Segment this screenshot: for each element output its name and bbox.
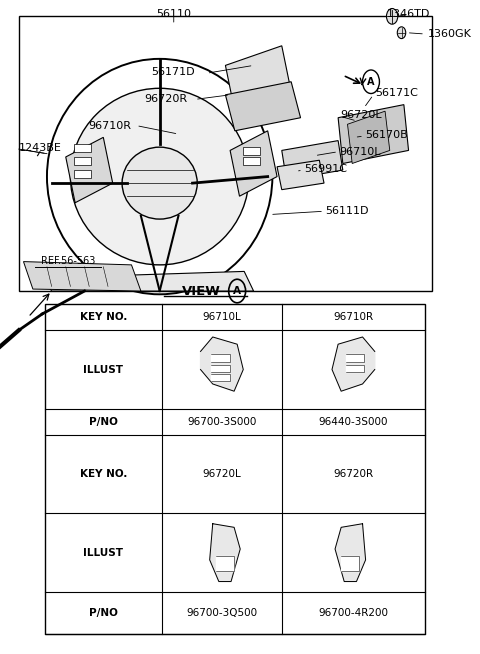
Text: 96700-3S000: 96700-3S000	[187, 417, 257, 427]
Text: 96700-3Q500: 96700-3Q500	[186, 608, 257, 618]
Polygon shape	[211, 365, 229, 372]
Text: VIEW: VIEW	[182, 284, 221, 298]
Polygon shape	[341, 557, 360, 571]
Polygon shape	[42, 271, 253, 291]
Polygon shape	[282, 141, 343, 180]
Text: 96720R: 96720R	[144, 94, 188, 105]
Bar	[74, 144, 91, 152]
Text: 56991C: 56991C	[304, 164, 348, 175]
Text: 56171C: 56171C	[375, 88, 418, 98]
Text: 1243BE: 1243BE	[19, 143, 61, 153]
Text: 1360GK: 1360GK	[427, 29, 471, 39]
Text: KEY NO.: KEY NO.	[80, 469, 127, 479]
Text: 56171D: 56171D	[151, 67, 195, 77]
Bar	[19, 16, 432, 291]
Text: KEY NO.: KEY NO.	[80, 312, 127, 322]
Polygon shape	[346, 365, 364, 372]
Text: P/NO: P/NO	[89, 608, 118, 618]
Polygon shape	[226, 46, 291, 111]
Text: 56110: 56110	[156, 9, 191, 20]
Text: 96440-3S000: 96440-3S000	[319, 417, 388, 427]
Circle shape	[386, 9, 398, 24]
Text: 96720L: 96720L	[340, 110, 382, 120]
Circle shape	[397, 27, 406, 39]
Polygon shape	[335, 524, 366, 581]
Bar	[45, 304, 425, 634]
Polygon shape	[201, 337, 243, 391]
Polygon shape	[346, 354, 364, 362]
Polygon shape	[338, 105, 408, 164]
Polygon shape	[230, 131, 277, 196]
Ellipse shape	[71, 88, 249, 265]
Polygon shape	[332, 337, 375, 391]
Text: REF.56-563: REF.56-563	[41, 256, 96, 266]
Bar	[243, 157, 260, 165]
Text: 56111D: 56111D	[325, 206, 369, 216]
Text: P/NO: P/NO	[89, 417, 118, 427]
Text: 96710L: 96710L	[203, 312, 241, 322]
Polygon shape	[216, 557, 234, 571]
Bar	[243, 147, 260, 155]
Text: 96720L: 96720L	[203, 469, 241, 479]
Text: ILLUST: ILLUST	[84, 547, 123, 558]
Polygon shape	[277, 160, 324, 190]
Text: 96700-4R200: 96700-4R200	[318, 608, 388, 618]
Text: 96710R: 96710R	[333, 312, 373, 322]
Bar	[74, 170, 91, 178]
Text: 96710L: 96710L	[339, 146, 381, 157]
Polygon shape	[226, 82, 300, 131]
Polygon shape	[24, 262, 141, 291]
Polygon shape	[66, 137, 113, 203]
Text: 1346TD: 1346TD	[387, 9, 430, 20]
Text: 56170B: 56170B	[365, 130, 408, 141]
Ellipse shape	[122, 147, 197, 219]
Text: A: A	[367, 77, 375, 87]
Polygon shape	[348, 111, 390, 164]
Text: ILLUST: ILLUST	[84, 364, 123, 375]
Text: 96720R: 96720R	[333, 469, 373, 479]
Bar	[74, 157, 91, 165]
Polygon shape	[210, 524, 240, 581]
Polygon shape	[211, 354, 229, 362]
Polygon shape	[211, 374, 229, 381]
Text: A: A	[233, 286, 241, 296]
Text: 96710R: 96710R	[88, 120, 132, 131]
